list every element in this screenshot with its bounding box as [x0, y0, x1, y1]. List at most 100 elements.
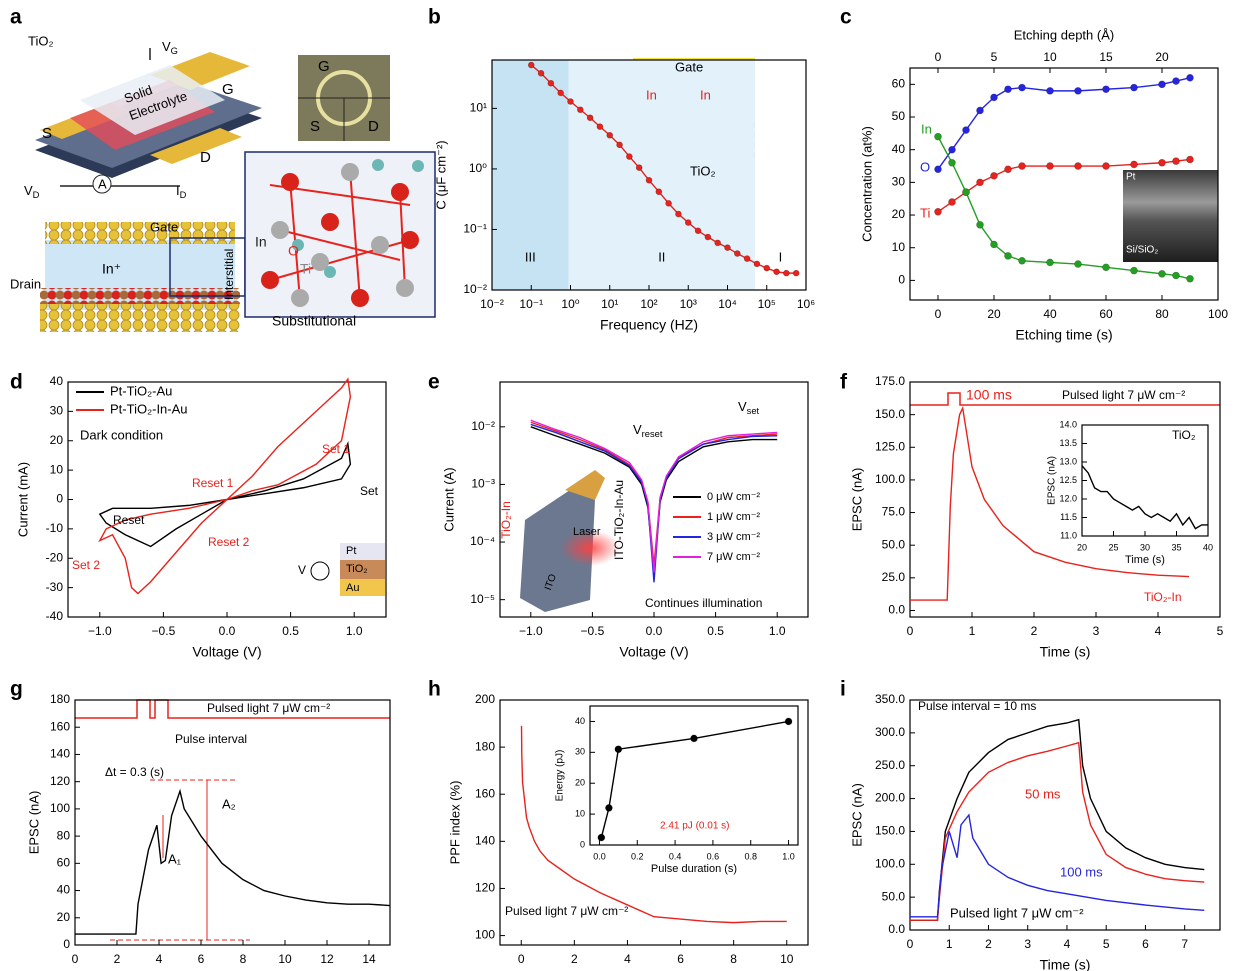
y-tick-label: 12.5	[1059, 475, 1077, 485]
data-point	[1005, 252, 1012, 259]
atom	[291, 289, 309, 307]
annotation: D	[200, 149, 211, 166]
annotation: A₁	[168, 851, 182, 866]
x-tick-label: 0.8	[744, 851, 757, 861]
data-point	[1187, 74, 1194, 81]
y-tick-label: 10	[575, 808, 585, 818]
y-tick-label: 160	[50, 719, 70, 733]
x-tick-label: 0	[935, 307, 942, 321]
atom	[261, 271, 279, 289]
annotation: Pulsed light 7 μW cm⁻²	[505, 904, 628, 918]
y-tick-label: 50.0	[882, 537, 906, 551]
data-point	[1005, 86, 1012, 93]
x-axis-label: Voltage (V)	[192, 644, 261, 660]
data-point	[991, 172, 998, 179]
data-point	[725, 245, 731, 251]
data-point	[991, 94, 998, 101]
y-tick-label: 40	[50, 374, 64, 388]
x-tick-label: 2	[571, 952, 578, 966]
atom	[401, 231, 419, 249]
y-tick-label: 80	[57, 828, 71, 842]
x-tick-label: 5	[1103, 937, 1110, 951]
panel-g: 02468101214020406080100120140160180Time …	[26, 692, 390, 971]
annotation: S	[310, 118, 320, 135]
annotation: Si/SiO₂	[1126, 245, 1158, 256]
x-tick-label: 80	[1155, 307, 1169, 321]
data-point	[935, 208, 942, 215]
x-tick-label: 0.5	[707, 624, 724, 638]
data-point	[597, 124, 603, 130]
plot-frame	[910, 700, 1220, 930]
x-axis-label: Time (s)	[1040, 957, 1091, 971]
x-tick-label: 100	[1208, 307, 1228, 321]
data-point	[607, 132, 613, 138]
data-point	[626, 154, 632, 160]
y-tick-label: 60	[892, 77, 906, 91]
region-label: III	[525, 249, 536, 264]
y-tick-label: 11.0	[1060, 530, 1077, 540]
data-point	[793, 270, 799, 276]
y-tick-label: 13.5	[1059, 438, 1077, 448]
y-tick-label: 180	[475, 739, 495, 753]
legend-label: 0 μW cm⁻²	[707, 491, 760, 503]
x-tick-label: 25	[1108, 542, 1118, 552]
data-point	[1075, 261, 1082, 268]
x2-tick-label: 5	[991, 50, 998, 64]
y-tick-label: 30	[575, 747, 585, 757]
x-tick-label: 10⁰	[561, 297, 579, 311]
x-tick-label: 6	[198, 952, 205, 966]
panel-label: h	[428, 678, 441, 701]
data-point	[666, 200, 672, 206]
y-tick-label: 10⁻¹	[463, 222, 487, 236]
data-point	[1075, 163, 1082, 170]
annotation: Laser	[573, 526, 601, 538]
x-axis-label: Pulse duration (s)	[651, 863, 737, 875]
data-point	[538, 70, 544, 76]
y-tick-label: 30	[892, 175, 906, 189]
atom	[371, 236, 389, 254]
annotation: A	[98, 176, 107, 191]
y-tick-label: -30	[46, 580, 64, 594]
y-tick-label: 0	[63, 937, 70, 951]
x-tick-label: 10³	[680, 297, 697, 311]
y-tick-label: -40	[46, 609, 64, 623]
y-tick-label: 120	[475, 881, 495, 895]
y-tick-label: 150.0	[875, 824, 905, 838]
annotation: Set 2	[72, 558, 100, 572]
panel-b: IIIIII10⁻²10⁻¹10⁰10¹10²10³10⁴10⁵10⁶10⁻²1…	[433, 59, 815, 332]
data-point	[1187, 156, 1194, 163]
x-tick-label: 14	[362, 952, 376, 966]
x-tick-label: 10⁵	[758, 297, 776, 311]
y-tick-label: 14.0	[1059, 419, 1077, 429]
y-axis-label: Current (mA)	[15, 462, 30, 537]
panel-label: d	[10, 371, 23, 394]
y-tick-label: 100.0	[875, 856, 905, 870]
data-point	[744, 256, 750, 262]
data-point	[1019, 84, 1026, 91]
annotation: Reset	[113, 513, 145, 527]
annotation: Interstitial	[222, 249, 236, 300]
data-point	[577, 107, 583, 113]
inset-chart: 202530354011.011.512.012.513.013.514.0Ti…	[1047, 419, 1213, 566]
y-tick-label: 180	[50, 692, 70, 706]
y-tick-label: 10	[892, 240, 906, 254]
y-axis-label: EPSC (nA)	[26, 791, 41, 855]
panel-label: f	[840, 371, 848, 394]
y-tick-label: 40	[575, 716, 585, 726]
annotation: Drain	[10, 276, 41, 291]
data-point	[685, 220, 691, 226]
annotation: TiO₂	[346, 563, 368, 575]
x-tick-label: 20	[987, 307, 1001, 321]
panel-label: i	[840, 678, 846, 701]
x2-tick-label: 20	[1155, 50, 1169, 64]
annotation: Gate	[675, 59, 703, 74]
x-tick-label: 10⁻²	[480, 297, 504, 311]
x2-axis-label: Etching depth (Å)	[1014, 27, 1114, 42]
y-tick-label: 350.0	[875, 692, 905, 706]
annotation: In	[646, 87, 657, 102]
y-tick-label: 125.0	[875, 439, 905, 453]
data-point	[949, 198, 956, 205]
y-tick-label: 200	[475, 692, 495, 706]
x-tick-label: 4	[1064, 937, 1071, 951]
data-point	[1131, 84, 1138, 91]
